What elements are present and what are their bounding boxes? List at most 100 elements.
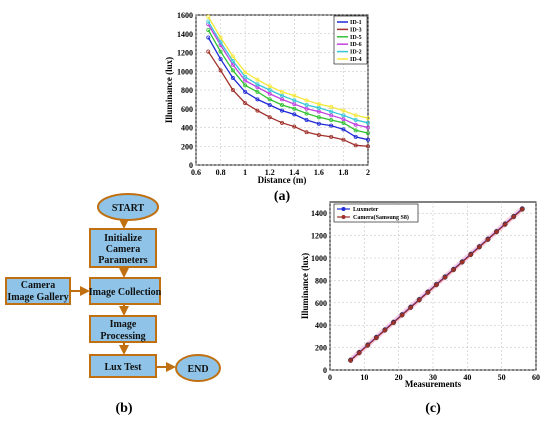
chart-c-grid (329, 202, 537, 371)
chart-a-ytick-label: 800 (181, 86, 193, 95)
chart-a-point (304, 118, 309, 123)
chart-c-ytick-label: 1400 (311, 209, 327, 218)
end-label: END (187, 364, 208, 375)
chart-a-point (353, 143, 358, 148)
chart-a-point (267, 88, 272, 93)
chart-a-xtick-label: 0.6 (191, 168, 201, 177)
chart-a-legend-label: ID-3 (350, 27, 362, 33)
chart-c-point (425, 290, 431, 295)
chart-a-legend-label: ID-2 (350, 50, 362, 56)
chart-a-point (230, 68, 235, 73)
chart-c-point (382, 327, 388, 333)
chart-a-point (279, 97, 284, 102)
chart-a-point (316, 105, 321, 110)
initialize-line-1: Initialize (104, 233, 142, 244)
chart-a-xtick-label: 1.4 (289, 168, 299, 177)
chart-c-xtick-label: 10 (360, 373, 368, 382)
chart-a-point (218, 68, 223, 73)
chart-a-point (329, 134, 334, 139)
chart-a-point (243, 78, 248, 83)
flowchart: START Initialize Camera Parameters Image… (5, 193, 221, 416)
chart-a-ylabel: Illuminance (lux) (164, 57, 174, 123)
chart-a-point (218, 35, 223, 40)
chart-a-point (292, 124, 297, 129)
processing-line-1: Image (110, 319, 137, 330)
chart-a-point (230, 88, 235, 93)
initialize-line-3: Parameters (98, 255, 148, 266)
chart-a-legend-label: ID-5 (350, 35, 362, 41)
chart-a-point (255, 97, 260, 102)
chart-a-series-line (207, 24, 369, 129)
chart-a-ytick-label: 1400 (177, 30, 193, 39)
chart-a-point (267, 103, 272, 108)
chart-c-ytick-label: 400 (315, 321, 327, 330)
chart-a-point (243, 83, 248, 88)
chart-a-point (279, 120, 284, 125)
initialize-line-2: Camera (106, 244, 140, 255)
chart-a-point (230, 54, 235, 59)
chart-a-series-line (207, 29, 369, 134)
chart-a-point (292, 106, 297, 111)
chart-a-point (353, 122, 358, 127)
chart-a-point (206, 19, 211, 24)
chart-c-xlabel: Measurements (405, 379, 462, 389)
chart-a-point (279, 108, 284, 113)
panel-label-c: (c) (425, 401, 441, 416)
chart-a-point (292, 93, 297, 98)
gallery-line-2: Image Gallery (7, 292, 68, 303)
chart-c-xtick-label: 40 (463, 373, 471, 382)
chart-a-xtick-label: 1.8 (338, 168, 348, 177)
lux-test-label: Lux Test (105, 362, 143, 373)
chart-c-series (348, 205, 525, 364)
chart-c-xtick-label: 20 (395, 373, 403, 382)
chart-a-point (304, 103, 309, 108)
chart-c-point (468, 252, 474, 258)
chart-a-point (353, 113, 358, 118)
chart-c-point (502, 221, 508, 227)
processing-box (89, 315, 157, 343)
chart-c-point (451, 267, 456, 273)
chart-a-series-line (207, 37, 369, 141)
chart-a-ytick-label: 600 (181, 105, 193, 114)
chart-a-point (243, 89, 248, 94)
chart-a-point (304, 106, 309, 111)
chart-a-point (341, 117, 346, 122)
chart-a-point (218, 49, 223, 54)
chart-a-point (365, 116, 370, 121)
chart-a-point (206, 14, 211, 19)
chart-a-series-line (207, 21, 369, 124)
chart-a-point (316, 102, 321, 107)
chart-c-point (408, 305, 414, 310)
chart-a-legend-label: ID-4 (350, 57, 362, 63)
chart-a-point (243, 74, 248, 79)
chart-a-point (329, 104, 334, 109)
chart-c-xtick-label: 30 (429, 373, 437, 382)
chart-a-xtick-label: 0.8 (216, 168, 226, 177)
chart-c-legend-marker (341, 207, 346, 211)
chart-c-xtick-label: 60 (532, 373, 540, 382)
chart-a-ytick-label: 1600 (177, 11, 193, 20)
chart-a-point (230, 58, 235, 63)
chart-a-point (365, 137, 370, 142)
chart-a-xtick-label: 2 (366, 168, 370, 177)
start-label: START (112, 203, 145, 214)
chart-c-xtick-label: 50 (498, 373, 506, 382)
chart-a-x-ticks: 0.6 0.8 1 1.2 1.4 1.6 1.8 2 (191, 168, 370, 177)
chart-a-point (304, 98, 309, 103)
chart-c-point (434, 282, 439, 288)
chart-c-ytick-label: 0 (323, 366, 327, 375)
chart-a-point (255, 82, 260, 87)
chart-c-ytick-label: 800 (315, 276, 327, 285)
chart-c-legend-label: Camera(Samsung S8) (353, 214, 409, 221)
chart-a-point (206, 27, 211, 32)
chart-a-point (353, 118, 358, 123)
chart-a-point (292, 98, 297, 103)
chart-a-point (365, 120, 370, 125)
chart-a-point (230, 62, 235, 67)
end-node (175, 354, 221, 382)
chart-a-grid (195, 14, 369, 166)
chart-a-ytick-label: 1000 (177, 67, 193, 76)
chart-a-point (329, 118, 334, 123)
